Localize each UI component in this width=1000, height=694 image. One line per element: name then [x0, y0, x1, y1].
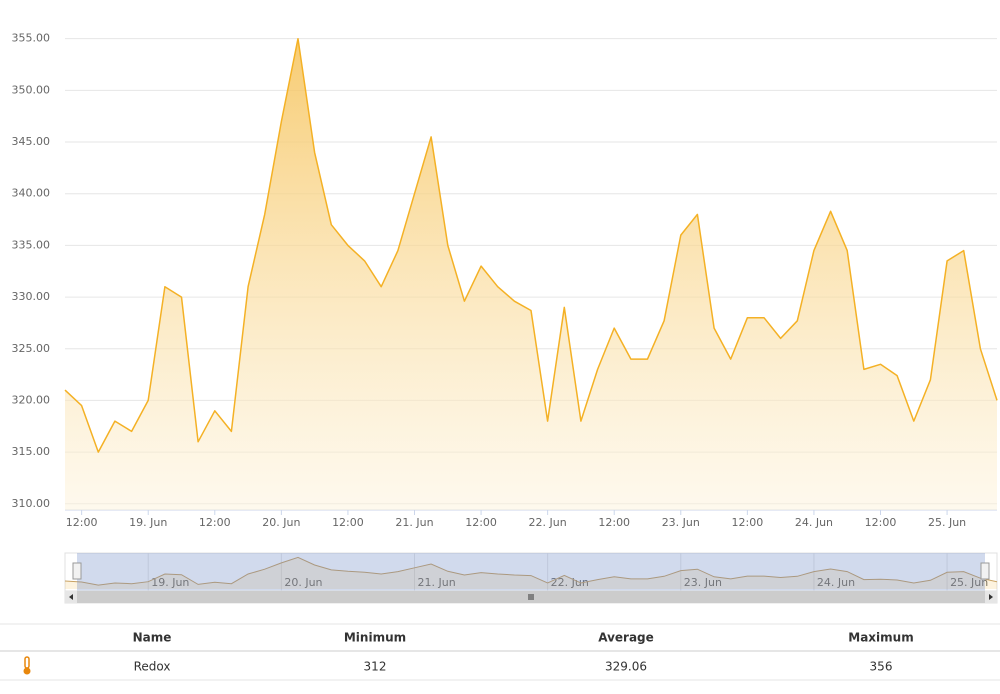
line: [64, 37, 998, 453]
navigator-line: [64, 556, 998, 586]
navigator[interactable]: 19. Jun 20. Jun 21. Jun 22. Jun 23. Jun 24. J…: [64, 552, 998, 592]
column-header: Name: [133, 631, 172, 645]
x-tick-label: 23. Jun: [662, 516, 700, 529]
x-tick-label: 12:00: [865, 516, 897, 529]
scrollbar-arrow: [989, 594, 993, 600]
y-tick-label: 350.00: [12, 83, 51, 96]
y-tick-label: 330.00: [12, 290, 51, 303]
column-header: Maximum: [848, 631, 913, 645]
x-tick-label: 12:00: [332, 516, 364, 529]
navigator-area: [65, 557, 997, 589]
y-tick-label: 355.00: [12, 32, 51, 45]
cell: 356: [870, 660, 893, 674]
stats-table: Name Minimum Average Maximum Redox 312 3…: [0, 623, 1000, 681]
x-tick-label: 22. Jun: [529, 516, 567, 529]
y-tick-label: 340.00: [12, 187, 51, 200]
navigator-tick-label: 23. Jun: [684, 576, 722, 589]
navigator-mask[interactable]: [77, 553, 985, 591]
navigator-handle[interactable]: [72, 562, 82, 580]
thermometer-icon: [23, 656, 31, 675]
scrollbar-grip: [528, 594, 534, 600]
y-tick-label: 345.00: [12, 135, 51, 148]
x-tick-label: 12:00: [465, 516, 497, 529]
column-header: Average: [598, 631, 654, 645]
y-tick-label: 310.00: [12, 497, 51, 510]
x-tick-label: 19. Jun: [129, 516, 167, 529]
navigator-tick-label: 22. Jun: [551, 576, 589, 589]
x-tick-label: 12:00: [66, 516, 98, 529]
navigator-tick-label: 20. Jun: [284, 576, 322, 589]
area: [65, 38, 997, 510]
x-tick-label: 12:00: [732, 516, 764, 529]
x-tick-label: 12:00: [199, 516, 231, 529]
x-tick-label: 20. Jun: [262, 516, 300, 529]
scrollbar-arrow: [69, 594, 73, 600]
y-tick-label: 320.00: [12, 393, 51, 406]
navigator-tick-label: 19. Jun: [151, 576, 189, 589]
navigator-tick-label: 24. Jun: [817, 576, 855, 589]
plot: 310.00 315.00 320.00 325.00 330.00 335.00 340.…: [12, 32, 998, 529]
x-tick-label: 21. Jun: [395, 516, 433, 529]
y-tick-label: 325.00: [12, 342, 51, 355]
cell: 312: [364, 660, 387, 674]
navigator-tick-label: 21. Jun: [418, 576, 456, 589]
x-tick-label: 12:00: [598, 516, 630, 529]
cell: 329.06: [605, 660, 647, 674]
navigator-tick-label: 25. Jun: [950, 576, 988, 589]
column-header: Minimum: [344, 631, 406, 645]
x-tick-label: 24. Jun: [795, 516, 833, 529]
y-tick-label: 315.00: [12, 445, 51, 458]
navigator-controls: [64, 553, 998, 604]
cell: Redox: [134, 660, 171, 674]
y-tick-label: 335.00: [12, 238, 51, 251]
navigator-handle[interactable]: [980, 562, 990, 580]
x-tick-label: 25. Jun: [928, 516, 966, 529]
